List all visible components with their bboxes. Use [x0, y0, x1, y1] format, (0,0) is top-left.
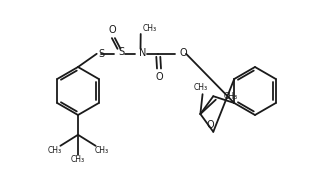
Text: S: S	[99, 49, 105, 59]
Text: S: S	[119, 47, 125, 57]
Text: O: O	[108, 25, 116, 35]
Text: N: N	[139, 48, 146, 58]
Text: CH₃: CH₃	[71, 155, 85, 164]
Text: O: O	[179, 48, 187, 58]
Text: CH₃: CH₃	[224, 92, 238, 101]
Text: CH₃: CH₃	[47, 146, 61, 155]
Text: O: O	[155, 72, 163, 82]
Text: CH₃: CH₃	[193, 83, 208, 92]
Text: CH₃: CH₃	[94, 146, 109, 155]
Text: O: O	[206, 120, 214, 130]
Text: CH₃: CH₃	[143, 24, 157, 33]
